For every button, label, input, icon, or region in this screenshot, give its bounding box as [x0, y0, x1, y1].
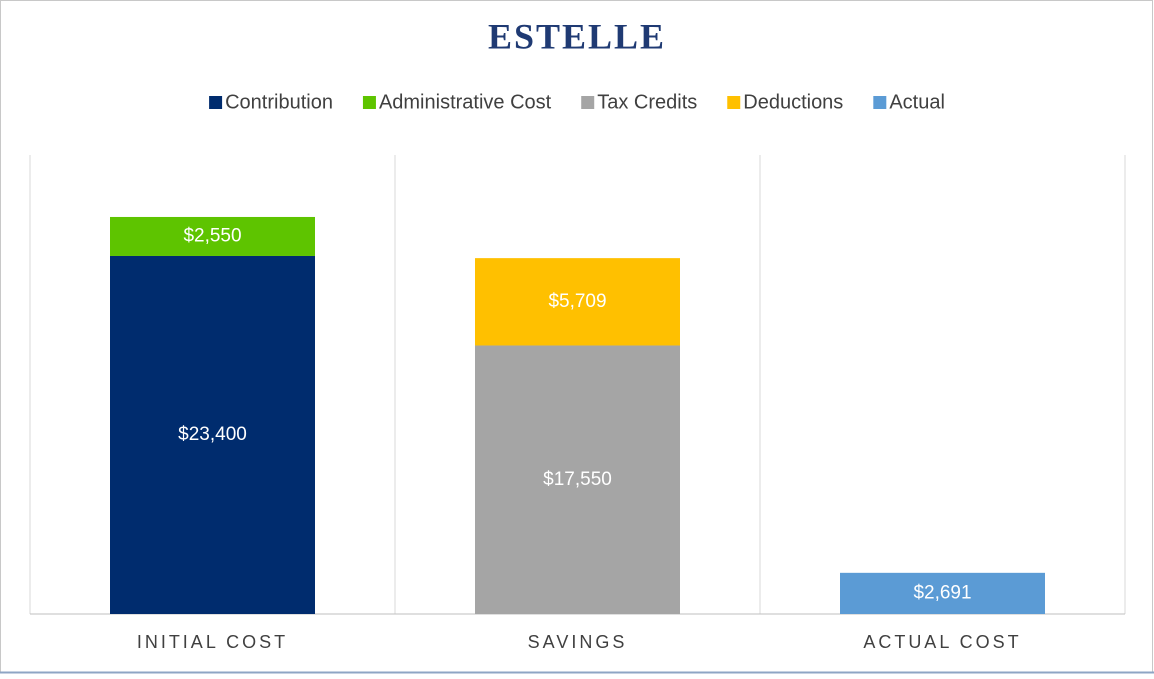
legend-label: Actual	[889, 91, 945, 113]
chart-title: ESTELLE	[488, 16, 666, 56]
legend-label: Tax Credits	[597, 91, 697, 113]
legend-swatch	[727, 96, 741, 109]
legend-label: Contribution	[225, 91, 333, 113]
data-label: $2,550	[183, 225, 241, 246]
data-label: $2,691	[913, 582, 971, 603]
x-tick-label: INITIAL COST	[137, 632, 288, 652]
bar-segment	[475, 258, 680, 346]
data-label: $17,550	[543, 469, 612, 490]
legend-swatch	[209, 96, 223, 109]
legend-swatch	[362, 96, 376, 109]
legend-label: Administrative Cost	[379, 91, 552, 113]
bar-segment	[840, 572, 1045, 614]
data-label: $5,709	[548, 291, 606, 312]
data-label: $23,400	[178, 424, 247, 445]
bar-segment	[475, 345, 680, 614]
bar-segment	[110, 216, 315, 256]
legend-swatch	[581, 96, 595, 109]
bar-segment	[110, 255, 315, 615]
x-tick-label: SAVINGS	[528, 632, 628, 652]
legend-swatch	[873, 96, 887, 109]
x-tick-label: ACTUAL COST	[863, 632, 1021, 652]
legend-label: Deductions	[743, 91, 843, 113]
